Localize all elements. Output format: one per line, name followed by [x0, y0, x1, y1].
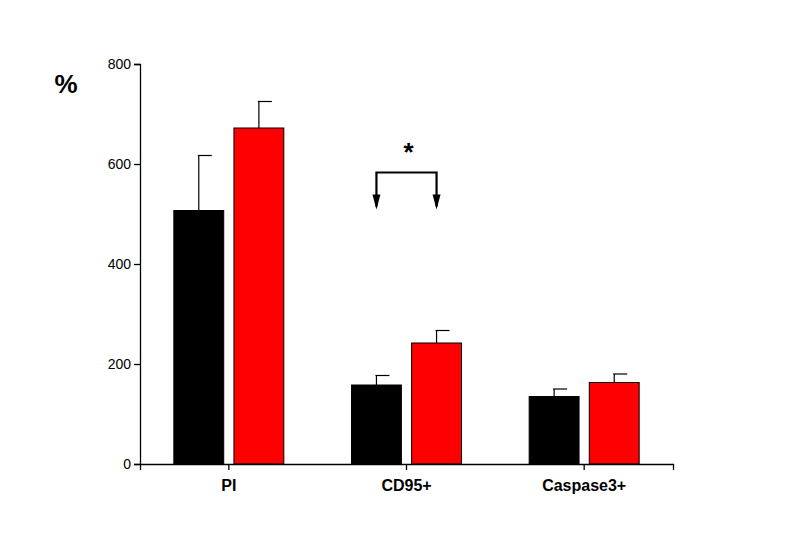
y-tick-mark — [134, 64, 140, 65]
y-axis: 0 200 400 600 800 — [108, 56, 141, 472]
bracket — [376, 173, 436, 207]
y-tick-mark — [134, 164, 140, 165]
error-bar-cap — [436, 330, 450, 331]
error-bar-cap — [613, 373, 627, 374]
x-tick-mark — [228, 464, 229, 470]
x-tick-label: CD95+ — [381, 477, 431, 494]
x-tick: Caspase3+ — [542, 464, 626, 494]
y-axis-line — [134, 65, 141, 465]
x-tick-label: Caspase3+ — [542, 477, 626, 494]
error-bar — [375, 376, 389, 386]
annotation: * — [372, 137, 440, 210]
y-tick: 200 — [108, 356, 140, 372]
y-tick-label: 200 — [108, 356, 132, 372]
y-tick: 600 — [108, 156, 140, 172]
annotation-text: * — [403, 137, 414, 167]
y-tick-label: 400 — [108, 256, 132, 272]
error-bar-line — [614, 374, 615, 383]
error-bar — [436, 331, 450, 344]
y-tick-label: 600 — [108, 156, 132, 172]
error-bar — [198, 156, 212, 211]
y-tick: 800 — [108, 56, 140, 72]
error-bar — [613, 374, 627, 383]
y-tick-label: 800 — [108, 56, 132, 72]
bar — [234, 128, 284, 464]
error-bar-line — [258, 102, 259, 129]
error-bar — [553, 389, 567, 397]
error-bar-cap — [198, 155, 212, 156]
error-bar-line — [376, 376, 377, 386]
x-axis-line — [141, 465, 674, 471]
x-tick: CD95+ — [381, 464, 431, 494]
chart: 0 200 400 600 800 PI CD95+ Caspase3+% * — [0, 0, 787, 557]
y-tick-label: 0 — [123, 456, 131, 472]
x-tick-label: PI — [221, 477, 236, 494]
error-bar-line — [554, 389, 555, 397]
error-bar-cap — [553, 388, 567, 389]
y-tick-mark — [134, 364, 140, 365]
bars — [174, 102, 639, 465]
bracket-arrow — [372, 195, 380, 210]
x-axis: PI CD95+ Caspase3+ — [141, 464, 674, 494]
y-tick: 0 — [123, 456, 140, 472]
error-bar-line — [436, 331, 437, 344]
error-bar — [258, 102, 272, 129]
y-tick-mark — [134, 264, 140, 265]
y-tick: 400 — [108, 256, 140, 272]
bar — [352, 385, 402, 464]
y-axis-title: % — [54, 69, 77, 99]
bracket-arrow — [433, 195, 441, 210]
error-bar-line — [198, 156, 199, 211]
error-bar-cap — [258, 101, 272, 102]
bar — [529, 397, 579, 465]
x-tick-mark — [406, 464, 407, 470]
x-tick: PI — [221, 464, 236, 494]
error-bar-cap — [375, 375, 389, 376]
x-tick-mark — [584, 464, 585, 470]
y-tick-mark — [134, 464, 140, 465]
bar — [589, 383, 639, 465]
bar — [412, 343, 462, 464]
bar — [174, 211, 224, 465]
